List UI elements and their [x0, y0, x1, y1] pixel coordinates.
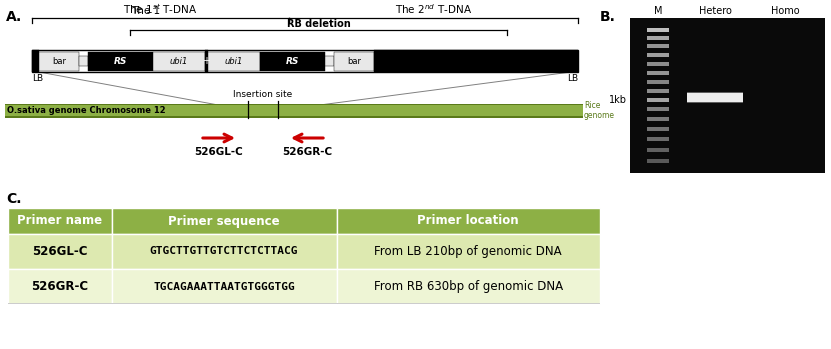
Text: 526GL-C: 526GL-C — [194, 147, 243, 157]
Bar — [374, 50, 578, 72]
Text: M: M — [654, 6, 662, 16]
Text: RS: RS — [114, 57, 127, 66]
Bar — [647, 62, 669, 66]
Text: LB: LB — [32, 74, 43, 83]
Text: The 2$^{nd}$ T-DNA: The 2$^{nd}$ T-DNA — [395, 2, 472, 16]
Bar — [111, 208, 337, 234]
Text: Primer name: Primer name — [17, 215, 102, 228]
Text: 526GR-C: 526GR-C — [282, 147, 332, 157]
Bar — [337, 269, 600, 304]
Bar — [32, 50, 39, 72]
Text: RS: RS — [286, 57, 299, 66]
Text: The 1: The 1 — [131, 6, 160, 16]
Bar — [647, 36, 669, 40]
Text: bar: bar — [347, 57, 361, 66]
Text: 526GR-C: 526GR-C — [32, 280, 88, 293]
Bar — [687, 92, 743, 103]
Text: Primer sequence: Primer sequence — [168, 215, 280, 228]
Bar — [153, 52, 205, 70]
Text: C.: C. — [6, 192, 22, 206]
Text: A.: A. — [6, 10, 22, 24]
Bar — [647, 117, 669, 121]
Bar — [647, 89, 669, 93]
Bar — [647, 44, 669, 48]
Text: The 1$^{st}$ T-DNA: The 1$^{st}$ T-DNA — [123, 2, 198, 16]
Bar — [111, 234, 337, 269]
Text: TGCAGAAATTAATGTGGGTGG: TGCAGAAATTAATGTGGGTGG — [153, 282, 295, 291]
Text: Hetero: Hetero — [699, 6, 731, 16]
Bar — [79, 56, 88, 66]
Text: 1kb: 1kb — [609, 95, 627, 105]
Text: From LB 210bp of genomic DNA: From LB 210bp of genomic DNA — [375, 245, 562, 258]
Text: ubi1: ubi1 — [170, 57, 188, 66]
Text: O.sativa genome Chromosome 12: O.sativa genome Chromosome 12 — [7, 106, 165, 115]
Bar — [8, 234, 111, 269]
Bar — [647, 159, 669, 163]
Text: LB: LB — [567, 74, 578, 83]
Bar — [337, 234, 600, 269]
Text: RB deletion: RB deletion — [287, 19, 351, 29]
Bar — [647, 148, 669, 152]
Bar — [325, 56, 334, 66]
Bar — [647, 53, 669, 57]
Bar — [630, 18, 825, 173]
Bar — [5, 104, 583, 105]
Bar — [5, 105, 583, 116]
Bar — [208, 52, 260, 70]
Bar — [8, 303, 600, 304]
Text: Primer location: Primer location — [417, 215, 519, 228]
Text: Insertion site: Insertion site — [234, 90, 293, 99]
Bar — [647, 98, 669, 102]
Bar — [39, 52, 79, 70]
Text: GTGCTTGTTGTCTTCTCTTACG: GTGCTTGTTGTCTTCTCTTACG — [150, 246, 298, 257]
Text: From RB 630bp of genomic DNA: From RB 630bp of genomic DNA — [374, 280, 563, 293]
Bar — [205, 50, 208, 72]
Bar — [647, 127, 669, 131]
Bar — [8, 269, 111, 304]
Bar — [8, 208, 111, 234]
Bar — [88, 52, 153, 70]
Bar — [687, 93, 743, 102]
Bar — [647, 80, 669, 84]
Text: Homo: Homo — [770, 6, 799, 16]
Text: +: + — [203, 56, 210, 66]
Text: 526GL-C: 526GL-C — [32, 245, 87, 258]
Bar — [337, 208, 600, 234]
Text: B.: B. — [600, 10, 616, 24]
Bar — [647, 71, 669, 75]
Bar — [647, 28, 669, 32]
Bar — [647, 137, 669, 141]
Bar — [647, 107, 669, 111]
Bar — [111, 269, 337, 304]
Bar — [260, 52, 325, 70]
Text: ubi1: ubi1 — [225, 57, 243, 66]
Text: Rice
genome: Rice genome — [584, 101, 615, 120]
Bar — [334, 52, 374, 70]
Bar — [32, 50, 578, 72]
Bar — [5, 116, 583, 118]
Text: bar: bar — [52, 57, 66, 66]
